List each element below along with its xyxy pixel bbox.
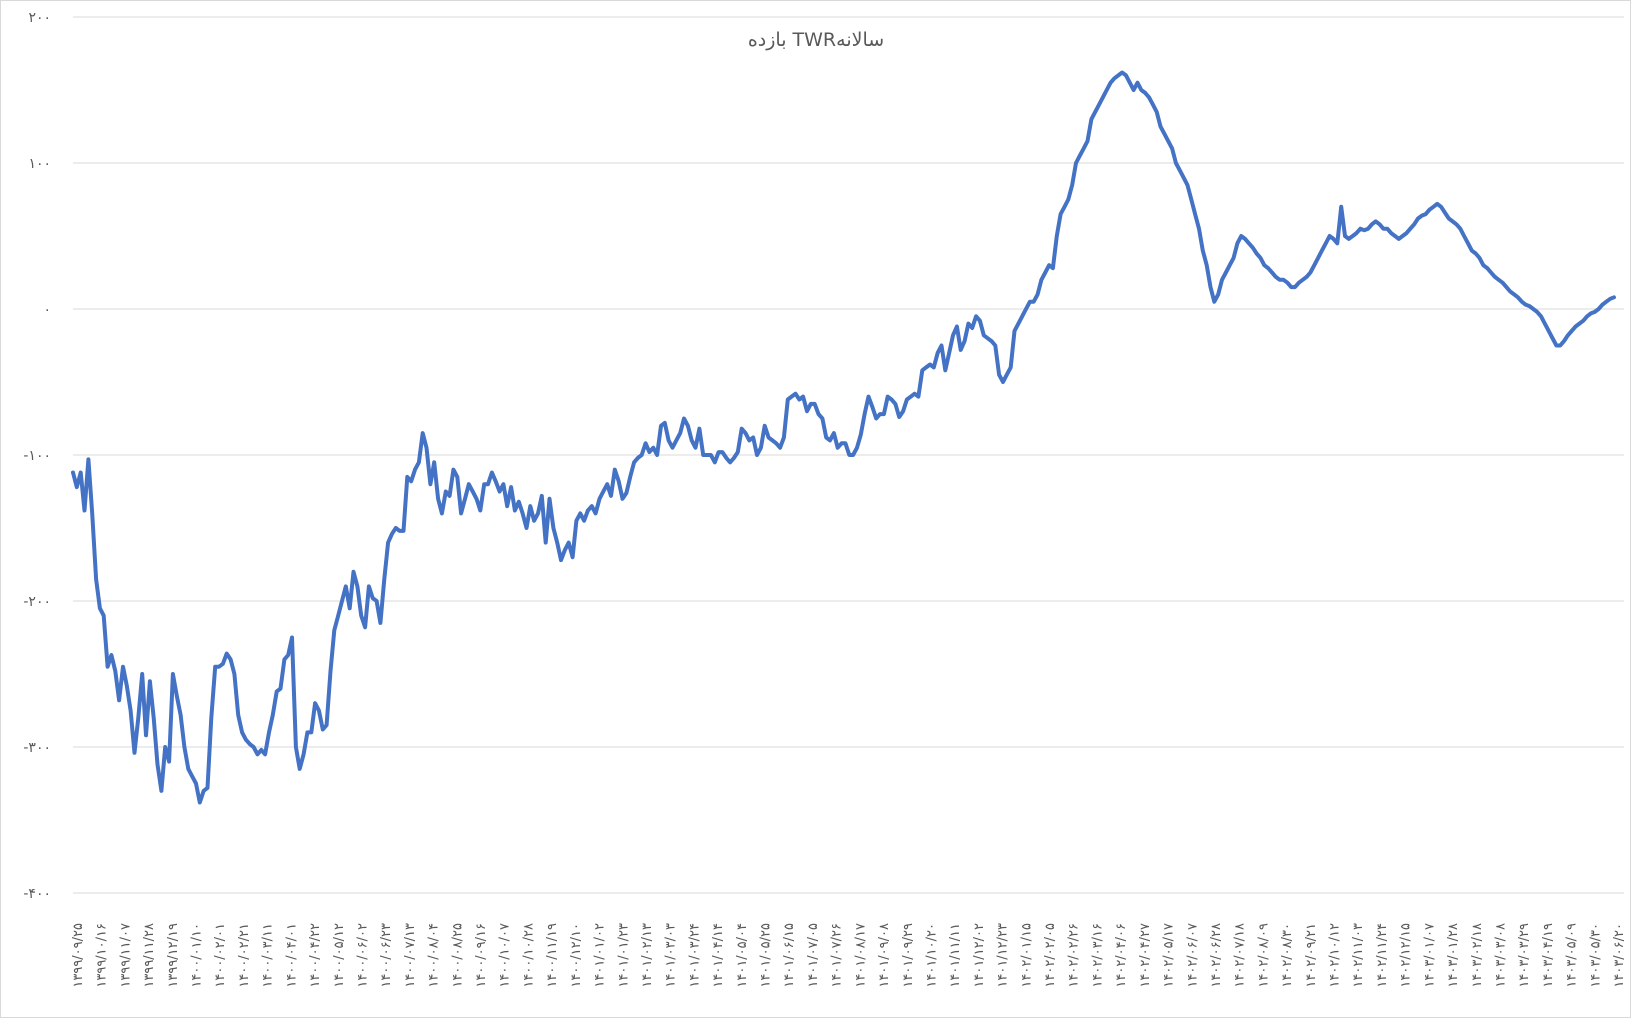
x-tick-label: ۱۴۰۲/۰۸/۳۰ — [1280, 923, 1295, 988]
x-tick-label: ۱۴۰۲/۱۱/۲۴ — [1375, 923, 1390, 988]
chart-title: بازده TWRسالانه — [748, 29, 884, 51]
x-tick-label: ۱۳۹۹/۱۰/۱۶ — [95, 923, 110, 988]
x-tick-label: ۱۴۰۳/۰۴/۱۹ — [1541, 923, 1556, 988]
x-tick-label: ۱۴۰۲/۰۸/۰۹ — [1256, 923, 1271, 988]
x-tick-label: ۱۴۰۳/۰۵/۰۹ — [1565, 923, 1580, 988]
x-tick-label: ۱۴۰۰/۱۰/۰۷ — [498, 923, 513, 988]
x-tick-label: ۱۴۰۱/۰۵/۰۴ — [735, 923, 750, 988]
x-tick-label: ۱۳۹۹/۱۲/۱۹ — [166, 923, 181, 988]
x-tick-label: ۱۴۰۱/۰۳/۲۴ — [687, 923, 702, 988]
x-tick-label: ۱۴۰۰/۰۶/۰۲ — [355, 923, 370, 988]
x-tick-label: ۱۴۰۱/۰۱/۲۳ — [616, 923, 631, 988]
x-tick-label: ۱۴۰۱/۱۰/۲۰ — [924, 923, 939, 988]
x-axis-tick-labels: ۱۳۹۹/۰۹/۲۵ ۱۳۹۹/۱۰/۱۶ ۱۳۹۹/۱۱/۰۷ ۱۳۹۹/۱۱/۲۸… — [71, 923, 1627, 988]
x-tick-label: ۱۴۰۲/۰۱/۱۵ — [1019, 923, 1034, 988]
y-tick-label: -۴۰۰ — [23, 886, 51, 902]
x-tick-label: ۱۴۰۱/۰۱/۰۲ — [593, 923, 608, 988]
x-tick-label: ۱۴۰۰/۰۸/۰۴ — [427, 923, 442, 988]
x-tick-label: ۱۴۰۱/۰۷/۲۶ — [830, 923, 845, 988]
y-tick-label: -۳۰۰ — [23, 740, 51, 756]
y-tick-label: -۱۰۰ — [23, 448, 51, 464]
x-tick-label: ۱۴۰۳/۰۱/۲۸ — [1446, 923, 1461, 988]
x-tick-label: ۱۴۰۰/۰۳/۱۱ — [261, 923, 276, 988]
x-tick-label: ۱۴۰۱/۰۸/۱۷ — [853, 923, 868, 988]
x-tick-label: ۱۳۹۹/۱۱/۰۷ — [118, 923, 133, 988]
x-tick-label: ۱۴۰۲/۰۲/۰۵ — [1043, 923, 1058, 988]
x-tick-label: ۱۴۰۰/۰۶/۲۳ — [379, 923, 394, 988]
y-tick-label: ۰ — [43, 302, 51, 318]
x-tick-label: ۱۴۰۰/۱۰/۲۸ — [521, 923, 536, 988]
x-tick-label: ۱۴۰۲/۰۴/۲۷ — [1138, 923, 1153, 988]
x-tick-label: ۱۴۰۲/۰۴/۰۶ — [1114, 923, 1129, 988]
x-tick-label: ۱۴۰۰/۰۷/۱۳ — [403, 923, 418, 988]
x-tick-label: ۱۴۰۱/۰۵/۲۵ — [759, 923, 774, 988]
x-tick-label: ۱۴۰۰/۰۴/۲۲ — [308, 923, 323, 988]
x-tick-label: ۱۴۰۲/۱۱/۰۳ — [1351, 923, 1366, 988]
x-tick-label: ۱۴۰۳/۰۲/۱۸ — [1470, 923, 1485, 988]
x-tick-label: ۱۴۰۱/۰۶/۱۵ — [782, 923, 797, 988]
x-tick-label: ۱۴۰۰/۰۴/۰۱ — [284, 923, 299, 988]
y-tick-label: ۲۰۰ — [28, 10, 51, 26]
x-tick-label: ۱۴۰۰/۰۹/۱۶ — [474, 923, 489, 988]
x-tick-label: ۱۴۰۱/۱۲/۰۲ — [972, 923, 987, 988]
x-tick-label: ۱۳۹۹/۱۱/۲۸ — [142, 923, 157, 988]
x-tick-label: ۱۴۰۳/۰۳/۲۹ — [1517, 923, 1532, 988]
x-tick-label: ۱۴۰۱/۰۴/۱۴ — [711, 923, 726, 988]
grid-lines — [73, 16, 1624, 894]
x-tick-label: ۱۴۰۲/۰۳/۱۶ — [1090, 923, 1105, 988]
y-axis-tick-labels: ۲۰۰ ۱۰۰ ۰ -۱۰۰ -۲۰۰ -۳۰۰ -۴۰۰ — [23, 10, 51, 902]
x-tick-label: ۱۳۹۹/۰۹/۲۵ — [71, 923, 86, 988]
x-tick-label: ۱۴۰۲/۱۲/۱۵ — [1399, 923, 1414, 988]
x-tick-label: ۱۴۰۱/۱۲/۲۳ — [996, 923, 1011, 988]
y-tick-label: -۲۰۰ — [23, 594, 51, 610]
x-tick-label: ۱۴۰۱/۰۳/۰۳ — [664, 923, 679, 988]
x-tick-label: ۱۴۰۳/۰۵/۳۰ — [1588, 923, 1603, 988]
x-tick-label: ۱۴۰۲/۰۶/۲۸ — [1209, 923, 1224, 988]
x-tick-label: ۱۴۰۳/۰۳/۰۸ — [1493, 923, 1508, 988]
x-tick-label: ۱۴۰۱/۰۷/۰۵ — [806, 923, 821, 988]
x-tick-label: ۱۴۰۲/۰۵/۱۷ — [1162, 923, 1177, 988]
x-tick-label: ۱۴۰۲/۰۷/۱۸ — [1233, 923, 1248, 988]
series-layer — [71, 70, 1616, 805]
x-tick-label: ۱۴۰۰/۰۱/۱۰ — [190, 923, 205, 988]
x-tick-label: ۱۴۰۰/۱۱/۱۹ — [545, 923, 560, 988]
x-tick-label: ۱۴۰۱/۱۱/۱۱ — [948, 923, 963, 988]
x-tick-label: ۱۴۰۲/۰۲/۲۶ — [1067, 923, 1082, 988]
x-tick-label: ۱۴۰۲/۰۹/۲۱ — [1304, 923, 1319, 988]
x-tick-label: ۱۴۰۳/۰۶/۲۰ — [1612, 923, 1627, 988]
x-tick-label: ۱۴۰۰/۱۲/۱۰ — [569, 923, 584, 988]
x-tick-label: ۱۴۰۰/۰۲/۲۱ — [237, 923, 252, 988]
x-tick-label: ۱۴۰۱/۰۹/۲۹ — [901, 923, 916, 988]
x-tick-label: ۱۴۰۱/۰۹/۰۸ — [877, 923, 892, 988]
series-line — [71, 70, 1616, 805]
x-tick-label: ۱۴۰۲/۰۶/۰۷ — [1185, 923, 1200, 988]
x-tick-label: ۱۴۰۱/۰۲/۱۳ — [640, 923, 655, 988]
x-tick-label: ۱۴۰۳/۰۱/۰۷ — [1422, 923, 1437, 988]
y-tick-label: ۱۰۰ — [28, 156, 51, 172]
x-tick-label: ۱۴۰۰/۰۵/۱۲ — [332, 923, 347, 988]
x-tick-label: ۱۴۰۰/۰۲/۰۱ — [213, 923, 228, 988]
x-tick-label: ۱۴۰۲/۱۰/۱۲ — [1328, 923, 1343, 988]
x-tick-label: ۱۴۰۰/۰۸/۲۵ — [450, 923, 465, 988]
